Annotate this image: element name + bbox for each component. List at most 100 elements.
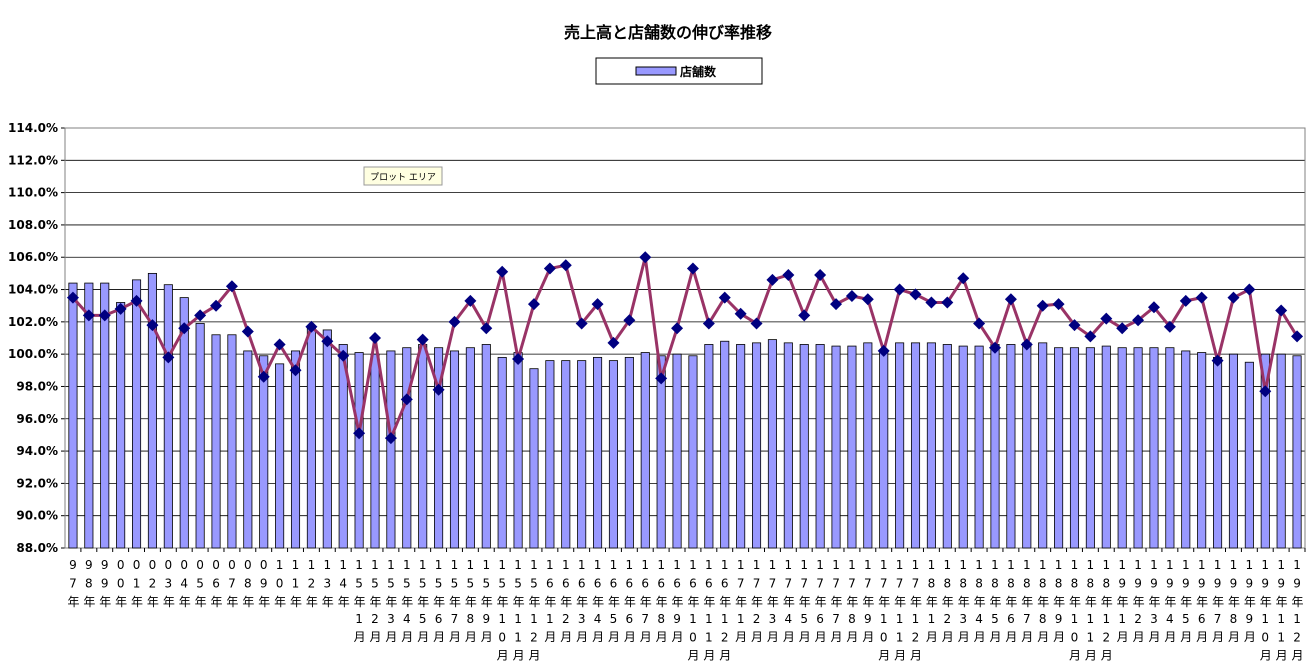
- x-tick-label: 16年6月: [622, 558, 636, 647]
- x-tick-label: 97年: [66, 558, 80, 612]
- marker: [671, 322, 684, 335]
- marker: [353, 427, 366, 440]
- marker: [98, 309, 111, 322]
- x-tick-label: 16年3月: [575, 558, 589, 647]
- marker: [1147, 301, 1160, 314]
- y-tick-label: 90.0%: [16, 509, 58, 523]
- bar: [1292, 355, 1302, 549]
- marker: [591, 298, 604, 311]
- bar: [910, 342, 921, 549]
- x-tick-label: 19年6月: [1195, 558, 1209, 647]
- marker: [782, 269, 795, 281]
- marker: [989, 341, 1001, 354]
- bar: [863, 342, 873, 549]
- bar: [290, 350, 301, 549]
- marker: [512, 353, 525, 365]
- marker: [1020, 338, 1033, 351]
- marker: [321, 335, 334, 348]
- y-tick-label: 98.0%: [16, 379, 58, 393]
- x-tick-label: 18年5月: [988, 558, 1002, 647]
- marker: [845, 290, 858, 302]
- y-tick-label: 100.0%: [8, 347, 58, 361]
- x-tick-label: 15年11月: [511, 558, 525, 666]
- bar: [1022, 342, 1032, 549]
- bar: [736, 344, 746, 549]
- marker: [146, 319, 159, 332]
- x-tick-label: 16年4月: [591, 558, 605, 647]
- bar: [465, 347, 475, 549]
- x-tick-label: 15年12月: [527, 558, 541, 666]
- marker: [925, 296, 938, 309]
- bar: [926, 342, 936, 549]
- marker: [575, 317, 588, 330]
- x-tick-label: 17年6月: [813, 558, 827, 647]
- x-tick-label: 18年2月: [940, 558, 954, 647]
- x-tick-label: 11年: [289, 558, 303, 612]
- marker: [718, 291, 731, 304]
- x-tick-label: 16年12月: [718, 558, 732, 666]
- marker: [1291, 330, 1304, 343]
- x-tick-label: 16年2月: [559, 558, 573, 647]
- x-tick-label: 16年8月: [654, 558, 668, 647]
- x-tick-label: 03年: [161, 558, 175, 612]
- x-tick-label: 18年11月: [1083, 558, 1097, 666]
- bar: [577, 360, 587, 549]
- y-tick-label: 102.0%: [8, 315, 58, 329]
- bar: [783, 342, 793, 549]
- y-tick-label: 106.0%: [8, 250, 58, 264]
- x-tick-label: 18年6月: [1004, 558, 1018, 647]
- marker: [289, 364, 302, 377]
- bar: [116, 302, 126, 549]
- marker: [1052, 298, 1065, 311]
- marker: [337, 349, 350, 362]
- x-tick-label: 15年7月: [447, 558, 461, 647]
- bar: [1117, 347, 1127, 549]
- x-tick-label: 17年11月: [893, 558, 907, 666]
- x-tick-label: 17年4月: [781, 558, 795, 647]
- bar: [529, 368, 539, 549]
- marker: [734, 307, 747, 320]
- marker: [957, 272, 970, 285]
- x-tick-label: 17年3月: [765, 558, 779, 647]
- marker: [82, 309, 95, 322]
- marker: [814, 269, 827, 281]
- y-tick-label: 92.0%: [16, 476, 58, 490]
- marker: [464, 294, 477, 307]
- bar: [1244, 361, 1254, 549]
- x-tick-label: 17年5月: [797, 558, 811, 647]
- x-tick-label: 15年5月: [416, 558, 430, 647]
- x-tick-label: 19年12月: [1290, 558, 1304, 666]
- y-tick-label: 110.0%: [8, 186, 58, 200]
- marker: [178, 322, 191, 335]
- bar: [275, 363, 285, 549]
- bar: [656, 355, 666, 549]
- x-tick-label: 15年6月: [432, 558, 446, 647]
- bar: [132, 279, 142, 549]
- bar: [163, 284, 173, 549]
- y-tick-label: 114.0%: [8, 121, 58, 135]
- marker: [702, 317, 715, 330]
- bar: [84, 282, 94, 549]
- x-tick-label: 17年10月: [877, 558, 891, 666]
- bar: [497, 356, 507, 549]
- legend-box: [595, 57, 763, 85]
- marker: [273, 338, 286, 351]
- bar: [672, 353, 682, 549]
- bar: [1149, 347, 1159, 549]
- x-tick-label: 99年: [98, 558, 112, 612]
- x-tick-label: 15年8月: [463, 558, 477, 647]
- x-tick-label: 16年1月: [543, 558, 557, 647]
- bar: [1197, 352, 1207, 549]
- y-tick-label: 108.0%: [8, 218, 58, 232]
- marker: [1179, 294, 1192, 307]
- marker: [1259, 385, 1272, 398]
- bar: [68, 282, 78, 549]
- x-tick-label: 14年: [336, 558, 350, 612]
- x-tick-label: 16年10月: [686, 558, 700, 666]
- bar: [147, 272, 157, 549]
- x-tick-label: 16年7月: [638, 558, 652, 647]
- marker: [1275, 304, 1288, 317]
- x-tick-label: 19年10月: [1258, 558, 1272, 666]
- marker: [973, 317, 986, 330]
